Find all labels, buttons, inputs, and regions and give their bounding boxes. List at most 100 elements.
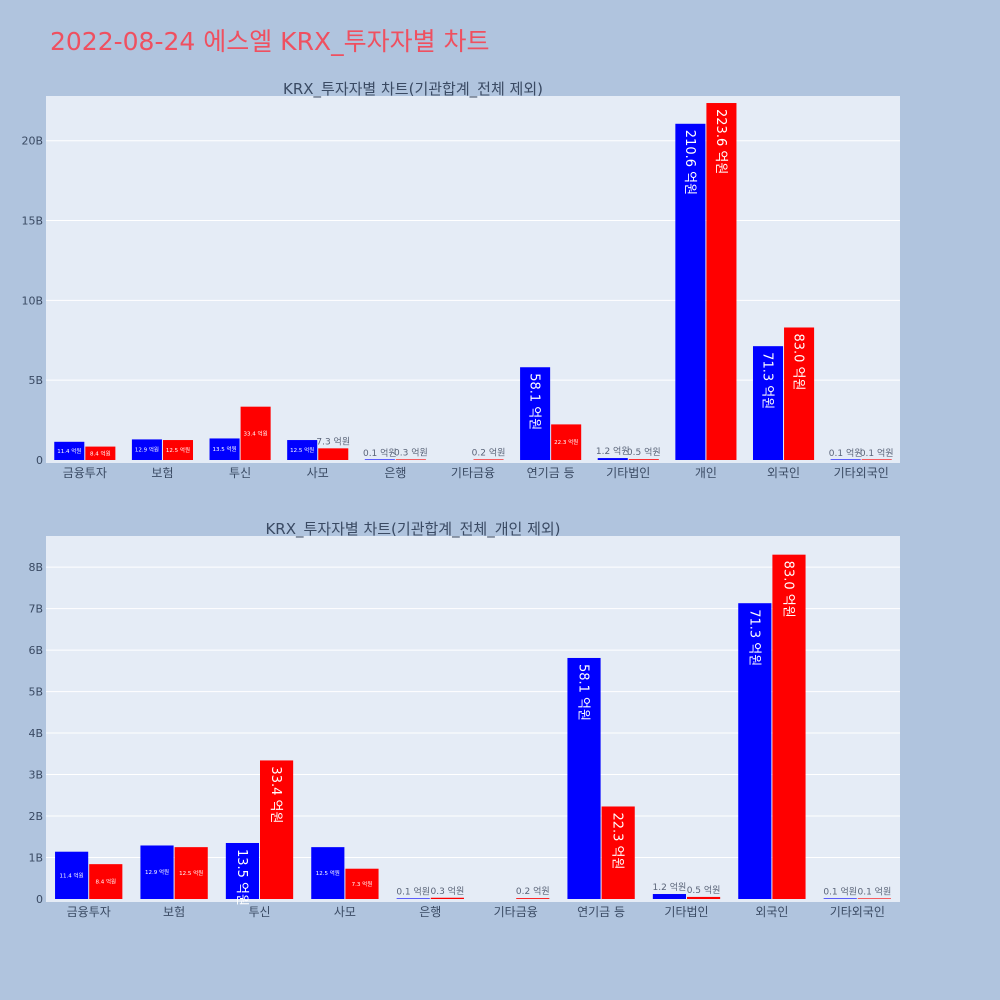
x-tick-label: 사모 [307,466,329,480]
chart-title-1: KRX_투자자별 차트(기관합계_전체 제외) [283,80,543,99]
x-tick-label: 기타법인 [664,905,708,919]
data-label: 12.5 억원 [290,446,314,454]
bar [430,897,464,899]
bar [752,346,784,460]
bar [597,458,628,460]
x-tick-label: 보험 [163,905,185,919]
data-label: 58.1 억원 [527,373,542,430]
data-label: 12.5 억원 [316,869,340,877]
x-tick-label: 금융투자 [63,466,107,480]
plot-area-2 [46,536,900,902]
data-label: 12.9 억원 [135,446,159,454]
bar [345,868,379,899]
data-label: 8.4 억원 [95,878,116,886]
x-tick-label: 기타법인 [606,466,650,480]
data-label: 71.3 억원 [746,609,761,666]
bar [857,898,891,899]
x-tick-label: 은행 [419,904,441,919]
bar [225,842,259,899]
y-tick-label: 15B [21,215,43,228]
data-label: 0.5 억원 [687,884,721,896]
data-label: 11.4 억원 [57,447,81,455]
data-label: 13.5 억원 [213,445,237,453]
chart-title-2: KRX_투자자별 차트(기관합계_전체_개인 제외) [265,520,560,539]
y-tick-label: 0 [36,893,43,906]
data-label: 0.1 억원 [396,886,430,898]
data-label: 0.5 억원 [627,446,661,458]
data-label: 1.2 억원 [596,445,630,457]
bar [260,760,294,899]
x-tick-label: 연기금 등 [577,905,625,919]
data-label: 71.3 억원 [759,352,774,409]
bar [861,459,892,460]
y-tick-label: 4B [28,727,43,740]
data-label: 0.3 억원 [431,885,465,897]
bar [395,459,426,460]
y-tick-label: 6B [28,644,43,657]
data-label: 12.5 억원 [166,446,190,454]
data-label: 0.2 억원 [516,885,550,897]
data-label: 12.5 억원 [179,869,203,877]
data-label: 0.1 억원 [823,886,857,898]
bar [396,898,430,899]
x-tick-label: 투신 [229,466,251,480]
bar [823,898,857,899]
y-tick-label: 20B [21,135,43,148]
bar [784,327,815,460]
bar [287,440,318,460]
data-label: 22.3 억원 [554,438,578,446]
bar [706,103,737,460]
bar [89,864,123,899]
bar [85,446,116,460]
data-label: 7.3 억원 [352,880,373,888]
y-tick-label: 5B [28,374,43,387]
data-label: 11.4 억원 [60,871,84,879]
y-tick-label: 7B [28,603,43,616]
bar [652,894,686,899]
x-tick-label: 개인 [695,466,717,480]
bar [675,123,706,461]
bar [140,845,174,899]
bar [473,459,504,460]
x-tick-label: 외국인 [767,466,800,480]
x-tick-label: 보험 [151,466,173,480]
data-label: 0.2 억원 [472,447,506,459]
bar [240,406,271,460]
bar [174,847,208,899]
bar [209,438,240,460]
bar [318,448,349,460]
data-label: 22.3 억원 [610,812,625,869]
bar [520,367,551,460]
x-tick-label: 금융투자 [67,905,111,919]
bar [55,851,89,899]
data-label: 12.9 억원 [145,868,169,876]
data-label: 0.3 억원 [394,447,428,459]
data-label: 7.3 억원 [316,435,350,447]
y-tick-label: 0 [36,454,43,467]
data-label: 210.6 억원 [682,130,697,195]
bar [738,603,772,899]
data-label: 0.1 억원 [858,886,892,898]
bar [772,554,806,899]
bar [54,441,85,460]
data-label: 0.1 억원 [363,447,397,459]
x-tick-label: 기타금융 [494,905,538,919]
y-tick-label: 5B [28,686,43,699]
data-label: 13.5 억원 [234,849,249,906]
x-tick-label: 사모 [334,905,356,919]
bar [628,459,659,460]
data-label: 33.4 억원 [268,766,283,823]
y-tick-label: 1B [28,852,43,865]
data-label: 83.0 억원 [791,333,806,390]
bar [601,806,635,899]
bar [516,898,550,899]
bar [364,459,395,460]
y-tick-label: 10B [21,294,43,307]
x-tick-label: 연기금 등 [527,466,575,480]
bar [687,896,721,899]
x-tick-label: 기타외국인 [830,905,885,919]
data-label: 1.2 억원 [653,881,687,893]
data-label: 58.1 억원 [575,664,590,721]
bar [131,439,162,460]
